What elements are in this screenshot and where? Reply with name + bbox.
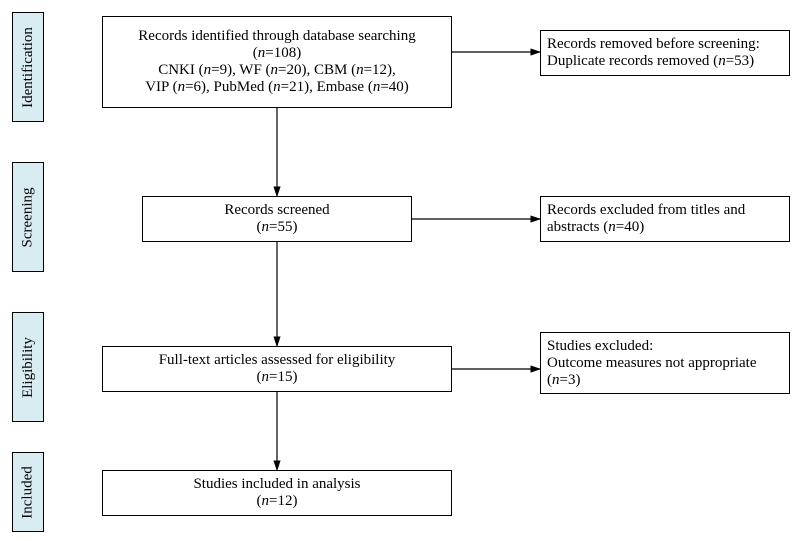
stage-label: Identification	[20, 27, 37, 108]
text-line: Records identified through database sear…	[138, 28, 415, 45]
prisma-flow-diagram: Identification Screening Eligibility Inc…	[0, 0, 800, 541]
box-excluded-titles: Records excluded from titles and abstrac…	[540, 196, 790, 242]
text-line: Duplicate records removed (n=53)	[547, 53, 754, 70]
stage-label: Eligibility	[20, 337, 37, 398]
stage-included: Included	[12, 452, 44, 532]
text-line: (n=108)	[253, 45, 301, 62]
sources-row-1: CNKI (n=9), WF (n=20), CBM (n=12),	[158, 62, 396, 79]
text-line: Records removed before screening:	[547, 36, 760, 53]
text-line: (n=55)	[257, 219, 298, 236]
text-line: Outcome measures not appropriate	[547, 355, 757, 372]
stage-screening: Screening	[12, 162, 44, 272]
sources-row-2: VIP (n=6), PubMed (n=21), Embase (n=40)	[145, 79, 409, 96]
text-line: abstracts (n=40)	[547, 219, 644, 236]
box-records-removed: Records removed before screening: Duplic…	[540, 30, 790, 76]
text-line: (n=12)	[257, 493, 298, 510]
box-studies-included: Studies included in analysis (n=12)	[102, 470, 452, 516]
text-line: Studies excluded:	[547, 338, 653, 355]
text-line: Studies included in analysis	[193, 476, 360, 493]
text-line: Records excluded from titles and	[547, 202, 745, 219]
stage-identification: Identification	[12, 12, 44, 122]
box-records-identified: Records identified through database sear…	[102, 16, 452, 108]
text-line: Records screened	[224, 202, 329, 219]
stage-label: Included	[20, 466, 37, 518]
box-records-screened: Records screened (n=55)	[142, 196, 412, 242]
stage-eligibility: Eligibility	[12, 312, 44, 422]
text-line: (n=15)	[257, 369, 298, 386]
text-line: Full-text articles assessed for eligibil…	[159, 352, 396, 369]
box-excluded-outcome: Studies excluded: Outcome measures not a…	[540, 332, 790, 394]
stage-label: Screening	[20, 187, 37, 247]
text-line: (n=3)	[547, 372, 580, 389]
box-fulltext-assessed: Full-text articles assessed for eligibil…	[102, 346, 452, 392]
